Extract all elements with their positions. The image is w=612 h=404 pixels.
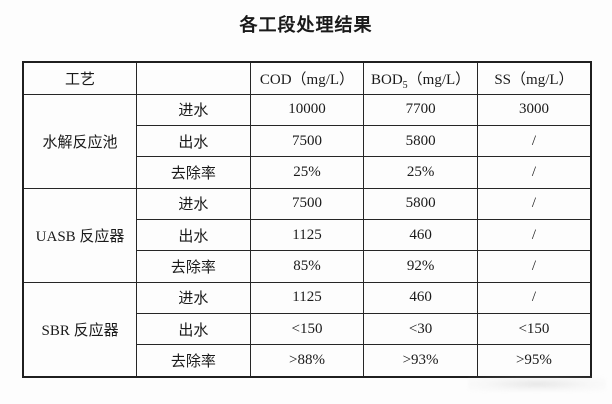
value-cell: 5800 (363, 124, 478, 158)
value-cell: 92% (363, 250, 478, 283)
row-label-cell: 去除率 (136, 250, 251, 283)
bod-subscript: 5 (402, 79, 408, 91)
row-label-cell: 去除率 (136, 156, 251, 189)
row-label-cell: 进水 (136, 93, 251, 126)
section-name-cell-sbr: SBR 反应器 (22, 281, 138, 378)
row-label-cell: 出水 (136, 124, 251, 158)
value-cell: <150 (476, 312, 592, 346)
table-row: UASB 反应器 进水 7500 5800 / (22, 187, 592, 283)
page-title: 各工段处理结果 (239, 15, 373, 35)
header-cell-process: 工艺 (22, 61, 138, 95)
value-cell: >93% (363, 344, 478, 378)
row-label-cell: 进水 (136, 187, 251, 220)
value-cell: 25% (249, 156, 365, 189)
row-label-cell: 出水 (136, 218, 251, 252)
value-cell: <150 (249, 312, 365, 346)
value-cell: / (476, 218, 592, 252)
header-cell-empty (136, 61, 251, 95)
value-cell: 3000 (476, 93, 592, 126)
table-row: 出水 <150 <30 <150 (23, 312, 592, 346)
value-cell: / (476, 124, 592, 158)
value-cell: / (476, 156, 592, 189)
value-cell: 10000 (249, 93, 365, 126)
row-label-cell: 去除率 (136, 344, 251, 378)
value-cell: 7700 (363, 93, 478, 126)
watermark-smudge (468, 376, 606, 392)
value-cell: / (476, 187, 592, 220)
value-cell: 7500 (249, 187, 365, 220)
header-cell-bod: BOD5（mg/L） (363, 61, 478, 95)
section-name-cell-uasb: UASB 反应器 (22, 187, 138, 283)
value-cell: 7500 (249, 124, 365, 158)
value-cell: >95% (476, 344, 592, 378)
table-row: 出水 1125 460 / (23, 218, 592, 252)
row-label-cell: 出水 (136, 312, 251, 346)
value-cell: <30 (363, 312, 478, 346)
value-cell: >88% (249, 344, 365, 378)
value-cell: 85% (249, 250, 365, 283)
row-label-cell: 进水 (136, 281, 251, 314)
table-row: 去除率 >88% >93% >95% (23, 344, 592, 378)
value-cell: 460 (363, 218, 478, 252)
header-cell-cod: COD（mg/L） (249, 61, 365, 95)
table-row: 去除率 25% 25% / (23, 156, 592, 189)
table-row: 水解反应池 进水 10000 7700 3000 (22, 93, 592, 189)
results-table: 工艺 COD（mg/L） BOD5（mg/L） SS（mg/L） 水解反应池 进… (22, 61, 592, 378)
value-cell: 5800 (363, 187, 478, 220)
bod-unit: （mg/L） (407, 71, 471, 88)
table-row: SBR 反应器 进水 1125 460 / (22, 281, 592, 378)
value-cell: / (476, 281, 592, 314)
table-header-row: 工艺 COD（mg/L） BOD5（mg/L） SS（mg/L） (22, 61, 592, 95)
value-cell: / (476, 250, 592, 283)
value-cell: 1125 (249, 218, 365, 252)
header-cell-ss: SS（mg/L） (476, 61, 592, 95)
table-row: 出水 7500 5800 / (23, 124, 592, 158)
section-name-cell-hydrolysis: 水解反应池 (22, 93, 138, 189)
value-cell: 25% (363, 156, 478, 189)
value-cell: 1125 (249, 281, 365, 314)
bod-label: BOD (370, 71, 403, 88)
value-cell: 460 (363, 281, 478, 314)
table-row: 去除率 85% 92% / (23, 250, 592, 283)
